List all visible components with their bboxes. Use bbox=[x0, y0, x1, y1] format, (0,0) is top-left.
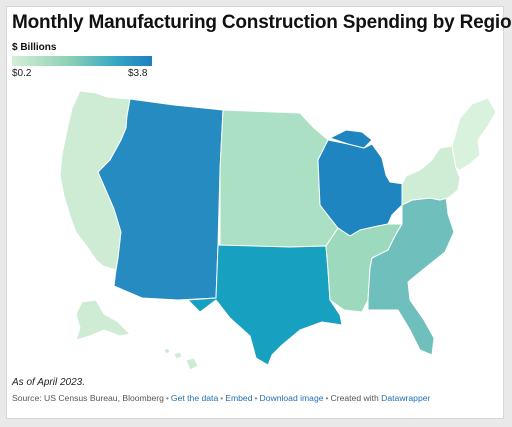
region-pacific-hawaii-2[interactable] bbox=[173, 351, 183, 360]
source-text: Source: US Census Bureau, Bloomberg bbox=[12, 393, 164, 403]
datawrapper-link[interactable]: Datawrapper bbox=[381, 393, 431, 403]
region-pacific-alaska[interactable] bbox=[75, 299, 131, 341]
footnote: As of April 2023. bbox=[12, 377, 86, 388]
embed-link[interactable]: Embed bbox=[225, 393, 253, 403]
created-with-text: Created with bbox=[330, 393, 379, 403]
region-pacific-hawaii-1[interactable] bbox=[163, 347, 171, 355]
source-line: Source: US Census Bureau, Bloomberg • Get … bbox=[12, 393, 430, 403]
legend-max-label: $3.8 bbox=[128, 68, 148, 79]
legend-min-label: $0.2 bbox=[12, 68, 32, 79]
region-middle-atlantic[interactable] bbox=[401, 145, 461, 206]
separator-dot: • bbox=[254, 393, 258, 403]
separator-dot: • bbox=[325, 393, 329, 403]
legend-color-bar bbox=[12, 56, 152, 66]
get-data-link[interactable]: Get the data bbox=[170, 393, 219, 403]
legend-title: $ Billions bbox=[12, 42, 57, 53]
separator-dot: • bbox=[165, 393, 169, 403]
region-east-north-central-upper[interactable] bbox=[329, 129, 373, 149]
region-pacific-hawaii-3[interactable] bbox=[185, 357, 199, 371]
separator-dot: • bbox=[220, 393, 224, 403]
download-image-link[interactable]: Download image bbox=[259, 393, 324, 403]
region-new-england[interactable] bbox=[451, 97, 497, 171]
chart-title: Monthly Manufacturing Construction Spend… bbox=[12, 12, 512, 33]
